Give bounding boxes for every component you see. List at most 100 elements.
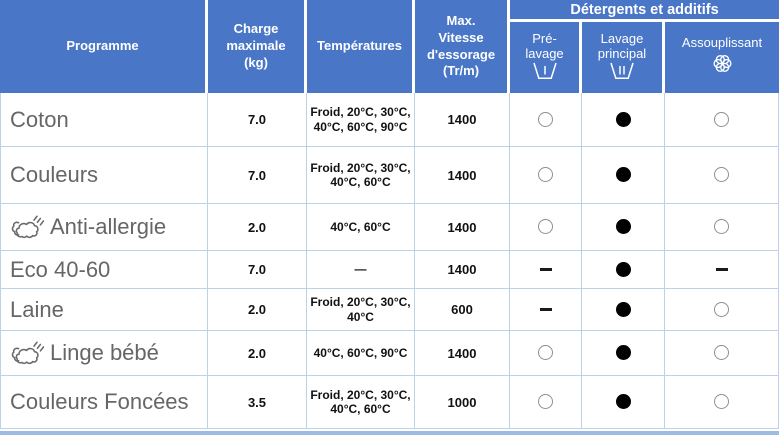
- header-assouplissant: Assouplissant: [665, 22, 779, 93]
- charge-cell: 3.5: [208, 376, 307, 429]
- header-charge-maximale: Charge maximale (kg): [208, 0, 307, 93]
- programme-cell: Couleurs Foncées: [0, 376, 208, 429]
- programme-label: Coton: [10, 106, 69, 132]
- empty-circle-mark: [714, 219, 730, 235]
- dash-mark: [715, 267, 728, 271]
- assouplissant-cell: [665, 93, 779, 147]
- pre-lavage-label: Pré- lavage: [525, 31, 564, 61]
- vitesse-cell: 1400: [415, 331, 510, 376]
- table-row: Linge bébé 2.0 40°C, 60°C, 90°C 1400: [0, 331, 779, 376]
- temperatures-cell: Froid, 20°C, 30°C, 40°C, 60°C: [307, 376, 415, 429]
- empty-circle-mark: [714, 167, 730, 183]
- programme-cell: Couleurs: [0, 147, 208, 204]
- assouplissant-cell: [665, 204, 779, 251]
- table-row: Anti-allergie 2.0 40°C, 60°C 1400: [0, 204, 779, 251]
- filled-circle-mark: [615, 219, 631, 235]
- programme-label: Laine: [10, 296, 64, 322]
- programme-label: Couleurs: [10, 162, 99, 187]
- filled-circle-mark: [615, 167, 631, 183]
- vitesse-cell: 1400: [415, 204, 510, 251]
- assouplissant-cell: [665, 376, 779, 429]
- programme-cell: Linge bébé: [0, 331, 208, 376]
- header-vitesse-essorage: Max. Vitesse d'essorage (Tr/m): [415, 0, 510, 93]
- empty-circle-mark: [538, 167, 553, 183]
- empty-circle-mark: [714, 111, 730, 127]
- pre-lavage-cell: [510, 147, 582, 204]
- programme-label: Anti-allergie: [50, 214, 167, 239]
- lavage-principal-cell: [582, 93, 665, 147]
- temperatures-cell: 40°C, 60°C: [307, 204, 415, 251]
- filled-circle-mark: [615, 394, 631, 410]
- lavage-principal-cell: [582, 147, 665, 204]
- pre-lavage-cell: [510, 251, 582, 289]
- lavage-principal-label: Lavage principal: [597, 31, 647, 61]
- filled-circle-mark: [615, 111, 631, 127]
- header-programme: Programme: [0, 0, 208, 93]
- pre-lavage-cell: [510, 376, 582, 429]
- vitesse-cell: 1400: [415, 93, 510, 147]
- empty-circle-mark: [538, 111, 553, 127]
- vitesse-cell: 1400: [415, 147, 510, 204]
- temperatures-cell: Froid, 20°C, 30°C, 40°C, 60°C: [307, 147, 415, 204]
- assouplissant-label: Assouplissant: [681, 35, 763, 51]
- programme-label: Eco 40-60: [10, 256, 111, 282]
- programme-cell: Laine: [0, 289, 208, 331]
- charge-cell: 7.0: [208, 147, 307, 204]
- programme-cell: Eco 40-60: [0, 251, 208, 289]
- empty-circle-mark: [714, 345, 730, 361]
- cup-II-icon: [610, 62, 634, 79]
- header-lavage-principal: Lavage principal: [582, 22, 665, 93]
- temperatures-cell: 40°C, 60°C, 90°C: [307, 331, 415, 376]
- empty-circle-mark: [538, 394, 553, 410]
- table-row: Coton 7.0 Froid, 20°C, 30°C, 40°C, 60°C,…: [0, 93, 779, 147]
- lavage-principal-cell: [582, 331, 665, 376]
- charge-cell: 2.0: [208, 289, 307, 331]
- pre-lavage-cell: [510, 204, 582, 251]
- assouplissant-cell: [665, 251, 779, 289]
- pre-lavage-cell: [510, 289, 582, 331]
- lavage-principal-cell: [582, 204, 665, 251]
- assouplissant-cell: [665, 331, 779, 376]
- vitesse-cell: 1000: [415, 376, 510, 429]
- temperatures-cell: Froid, 20°C, 30°C, 40°C, 60°C, 90°C: [307, 93, 415, 147]
- assouplissant-cell: [665, 289, 779, 331]
- empty-circle-mark: [714, 301, 730, 317]
- charge-cell: 7.0: [208, 251, 307, 289]
- table-row: Eco 40-60 7.0 — 1400: [0, 251, 779, 289]
- temperatures-cell: Froid, 20°C, 30°C, 40°C: [307, 289, 415, 331]
- steam-icon: [11, 215, 45, 239]
- header-temperatures: Températures: [307, 0, 415, 93]
- dash-mark: [539, 267, 552, 271]
- assouplissant-cell: [665, 147, 779, 204]
- empty-circle-mark: [538, 219, 553, 235]
- lavage-principal-cell: [582, 289, 665, 331]
- filled-circle-mark: [615, 345, 631, 361]
- pre-lavage-cell: [510, 331, 582, 376]
- lavage-principal-cell: [582, 376, 665, 429]
- charge-cell: 2.0: [208, 204, 307, 251]
- header-pre-lavage: Pré- lavage: [510, 22, 582, 93]
- programme-label: Linge bébé: [50, 340, 159, 365]
- table-row: Couleurs 7.0 Froid, 20°C, 30°C, 40°C, 60…: [0, 147, 779, 204]
- table-bottom-border: [0, 431, 779, 435]
- pre-lavage-cell: [510, 93, 582, 147]
- cup-I-icon: [532, 62, 557, 79]
- lavage-principal-cell: [582, 251, 665, 289]
- filled-circle-mark: [615, 301, 631, 317]
- table-row: Laine 2.0 Froid, 20°C, 30°C, 40°C 600: [0, 289, 779, 331]
- temperatures-cell: —: [307, 251, 415, 289]
- empty-circle-mark: [714, 394, 730, 410]
- programme-label: Couleurs Foncées: [10, 389, 189, 414]
- steam-icon: [11, 341, 45, 365]
- vitesse-cell: 1400: [415, 251, 510, 289]
- header-detergents-group: Détergents et additifs: [510, 0, 779, 22]
- programme-cell: Anti-allergie: [0, 204, 208, 251]
- table-body: Coton 7.0 Froid, 20°C, 30°C, 40°C, 60°C,…: [0, 93, 779, 429]
- filled-circle-mark: [615, 261, 631, 277]
- charge-cell: 2.0: [208, 331, 307, 376]
- charge-cell: 7.0: [208, 93, 307, 147]
- programme-cell: Coton: [0, 93, 208, 147]
- table-row: Couleurs Foncées 3.5 Froid, 20°C, 30°C, …: [0, 376, 779, 429]
